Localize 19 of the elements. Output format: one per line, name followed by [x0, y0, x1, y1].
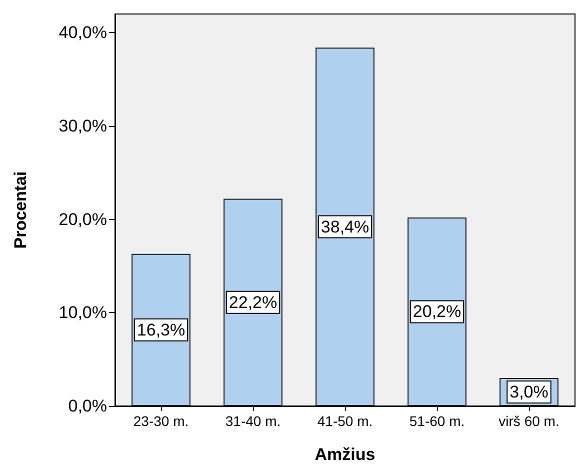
x-tick-label: virš 60 m. — [498, 413, 560, 429]
data-label: 22,2% — [228, 292, 278, 312]
x-tick-label: 31-40 m. — [225, 413, 281, 429]
y-tick-label: 0,0% — [68, 396, 107, 416]
y-tick-label: 20,0% — [58, 210, 107, 229]
data-label: 16,3% — [136, 320, 186, 340]
bar — [316, 48, 374, 406]
data-label: 20,2% — [412, 302, 462, 322]
data-label: 3,0% — [510, 382, 548, 402]
y-tick-label: 10,0% — [58, 303, 107, 322]
data-label: 38,4% — [320, 217, 370, 236]
x-tick-label: 51-60 m. — [409, 413, 465, 429]
y-tick-label: 40,0% — [58, 23, 107, 42]
bar — [224, 198, 282, 406]
x-axis-title: Amžius — [314, 445, 376, 464]
y-axis-title: Procentai — [11, 171, 30, 249]
x-tick-label: 41-50 m. — [317, 413, 373, 429]
x-tick-label: 23-30 m. — [133, 413, 189, 429]
y-tick-label: 30,0% — [58, 116, 107, 136]
